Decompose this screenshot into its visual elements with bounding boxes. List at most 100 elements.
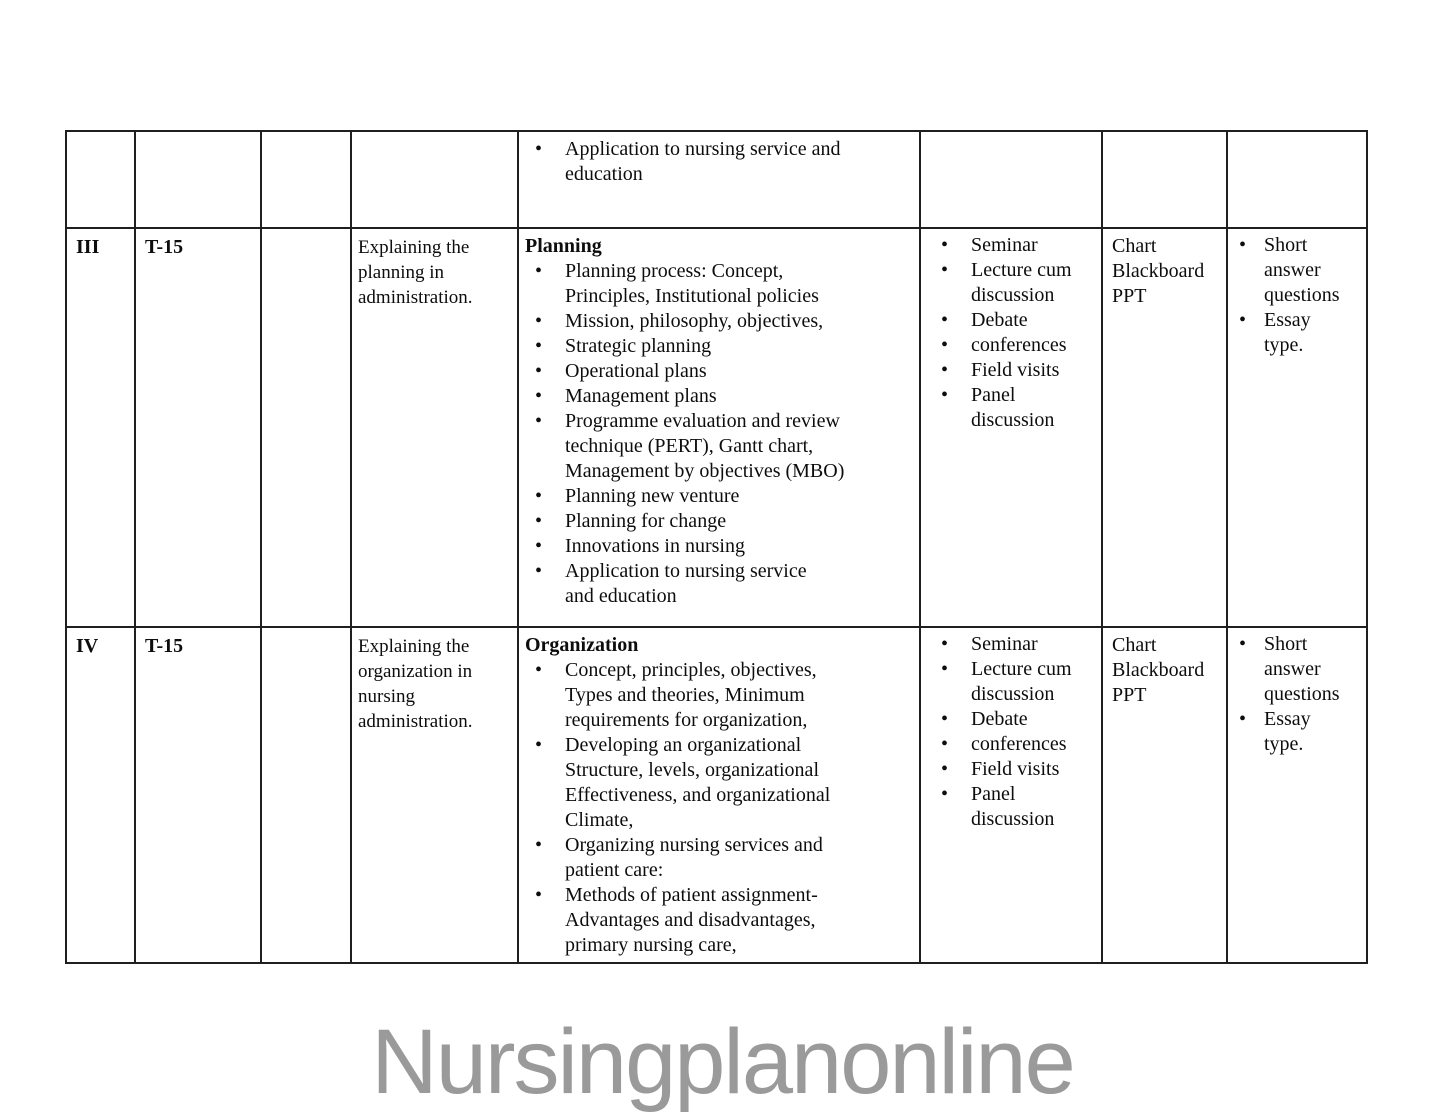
bullet-item: • Developing an organizational Structure,…	[525, 733, 913, 833]
assessment-cell: • Short answer questions • Essay type.	[1226, 626, 1368, 964]
bullet-text: Planning process: Concept, Principles, I…	[565, 260, 819, 307]
bullet-item: • Planning new venture	[525, 484, 913, 509]
bullet-item: • Planning process: Concept, Principles, …	[525, 259, 913, 309]
bullet-item: • conferences	[927, 333, 1095, 358]
bullet-text: Lecture cum discussion	[971, 658, 1072, 705]
bullet-item: • Lecture cum discussion	[927, 258, 1095, 308]
empty-cell	[260, 130, 352, 229]
unit-cell: IV	[65, 626, 136, 964]
bullet-text: Short answer questions	[1264, 234, 1340, 306]
bullet-item: • Mission, philosophy, objectives,	[525, 309, 913, 334]
bullet-text: Application to nursing service and educa…	[565, 560, 807, 607]
bullet-item: • Panel discussion	[927, 782, 1095, 832]
unit-cell	[65, 130, 136, 229]
bullet-item: • Methods of patient assignment- Advantag…	[525, 883, 913, 958]
hours-cell: T-15	[134, 227, 262, 628]
bullet-icon: •	[1239, 234, 1247, 256]
bullet-item: • Short answer questions	[1234, 233, 1360, 308]
bullet-icon: •	[535, 560, 543, 582]
bullet-icon: •	[941, 309, 949, 331]
bullet-text: Debate	[971, 708, 1028, 730]
bullet-icon: •	[535, 138, 543, 160]
bullet-item: • Field visits	[927, 757, 1095, 782]
objective-text: Explaining the organization in nursing a…	[358, 636, 473, 732]
assessment-list: • Short answer questions • Essay type.	[1234, 632, 1360, 757]
bullet-text: Short answer questions	[1264, 633, 1340, 705]
bullet-icon: •	[535, 335, 543, 357]
bullet-text: Concept, principles, objectives, Types a…	[565, 659, 817, 731]
bullet-item: • Debate	[927, 308, 1095, 333]
hours-cell: T-15	[134, 626, 262, 964]
bullet-icon: •	[535, 485, 543, 507]
bullet-item: • Innovations in nursing	[525, 534, 913, 559]
watermark: Nursingplanonline	[371, 1011, 1076, 1113]
content-cell: Planning • Planning process: Concept, Pri…	[517, 227, 921, 628]
assessment-cell: • Short answer questions • Essay type.	[1226, 227, 1368, 628]
bullet-text: Developing an organizational Structure, …	[565, 734, 831, 831]
bullet-icon: •	[941, 783, 949, 805]
bullet-item: • Programme evaluation and review techniq…	[525, 409, 913, 484]
bullet-text: Programme evaluation and review techniqu…	[565, 410, 845, 482]
objectives-cell: Explaining the organization in nursing a…	[350, 626, 519, 964]
teaching-methods-cell	[919, 130, 1103, 229]
bullet-icon: •	[1239, 309, 1247, 331]
bullet-icon: •	[941, 758, 949, 780]
bullet-icon: •	[1239, 708, 1247, 730]
content-title: Organization	[525, 634, 639, 656]
assessment-list: • Short answer questions • Essay type.	[1234, 233, 1360, 358]
bullet-item: • Panel discussion	[927, 383, 1095, 433]
bullet-item: • Short answer questions	[1234, 632, 1360, 707]
bullet-icon: •	[941, 733, 949, 755]
bullet-text: Debate	[971, 309, 1028, 331]
bullet-text: Operational plans	[565, 360, 707, 382]
hours-label: T-15	[145, 635, 184, 657]
av-aids-text: Chart Blackboard PPT	[1112, 634, 1205, 706]
bullet-text: Methods of patient assignment- Advantage…	[565, 884, 818, 956]
objectives-cell	[350, 130, 519, 229]
hours-label: T-15	[145, 236, 184, 258]
content-cell: • Application to nursing service and educ…	[517, 130, 921, 229]
hours-cell	[134, 130, 262, 229]
table-row-unit-4: IV T-15 Explaining the organization in n…	[65, 626, 1368, 964]
bullet-icon: •	[941, 334, 949, 356]
unit-label: IV	[76, 635, 99, 657]
bullet-icon: •	[535, 310, 543, 332]
av-aids-cell: Chart Blackboard PPT	[1101, 227, 1228, 628]
bullet-text: Panel discussion	[971, 384, 1055, 431]
bullet-icon: •	[941, 384, 949, 406]
bullet-text: Mission, philosophy, objectives,	[565, 310, 824, 332]
bullet-item: • Application to nursing service and educ…	[525, 137, 913, 187]
bullet-text: Field visits	[971, 758, 1060, 780]
bullet-item: • Seminar	[927, 632, 1095, 657]
bullet-item: • Concept, principles, objectives, Types …	[525, 658, 913, 733]
bullet-icon: •	[535, 834, 543, 856]
bullet-icon: •	[941, 359, 949, 381]
bullet-text: conferences	[971, 733, 1067, 755]
av-aids-cell: Chart Blackboard PPT	[1101, 626, 1228, 964]
bullet-icon: •	[1239, 633, 1247, 655]
bullet-item: • Organizing nursing services and patient…	[525, 833, 913, 883]
bullet-text: Innovations in nursing	[565, 535, 745, 557]
bullet-item: • Application to nursing service and educ…	[525, 559, 913, 609]
bullet-icon: •	[941, 633, 949, 655]
bullet-item: • Planning for change	[525, 509, 913, 534]
bullet-item: • Management plans	[525, 384, 913, 409]
empty-cell	[260, 227, 352, 628]
unit-label: III	[76, 236, 100, 258]
bullet-text: Field visits	[971, 359, 1060, 381]
bullet-item: • Debate	[927, 707, 1095, 732]
bullet-item: • conferences	[927, 732, 1095, 757]
bullet-icon: •	[535, 410, 543, 432]
bullet-text: Application to nursing service and educa…	[565, 138, 841, 185]
teaching-methods-cell: • Seminar • Lecture cum discussion • Debate • c…	[919, 227, 1103, 628]
bullet-icon: •	[535, 385, 543, 407]
bullet-icon: •	[941, 658, 949, 680]
bullet-text: Lecture cum discussion	[971, 259, 1072, 306]
teaching-methods-cell: • Seminar • Lecture cum discussion • Debate • c…	[919, 626, 1103, 964]
bullet-icon: •	[535, 260, 543, 282]
content-list: • Application to nursing service and educ…	[525, 137, 913, 187]
bullet-icon: •	[941, 259, 949, 281]
bullet-item: • Seminar	[927, 233, 1095, 258]
bullet-text: Management plans	[565, 385, 717, 407]
bullet-icon: •	[535, 535, 543, 557]
